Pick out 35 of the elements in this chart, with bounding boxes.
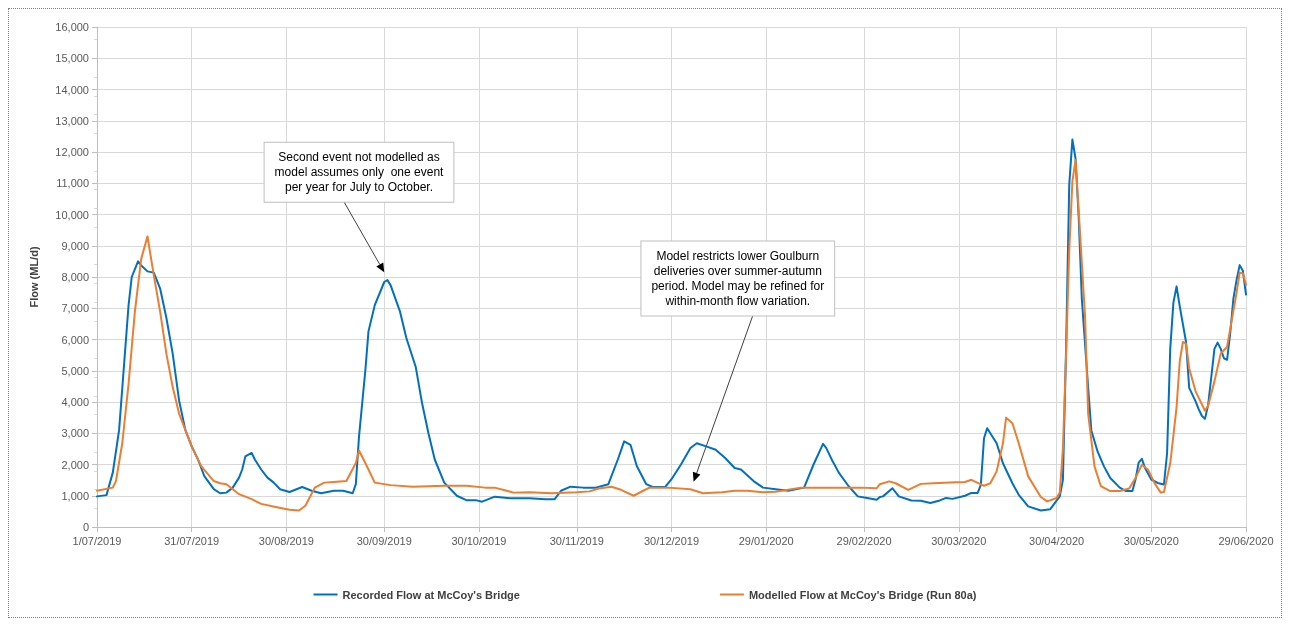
y-tick-label: 12,000 (55, 146, 89, 158)
x-tick-label: 29/01/2020 (738, 534, 794, 547)
y-tick-label: 4,000 (61, 396, 89, 408)
y-tick-label: 10,000 (55, 208, 89, 221)
legend-label: Recorded Flow at McCoy's Bridge (342, 588, 520, 601)
x-tick-label: 29/02/2020 (836, 534, 892, 547)
x-tick-label: 29/06/2020 (1218, 534, 1274, 547)
legend-label: Modelled Flow at McCoy's Bridge (Run 80a) (748, 588, 977, 601)
y-axis-title: Flow (ML/d) (27, 246, 40, 308)
x-tick-label: 30/05/2020 (1123, 534, 1179, 547)
y-tick-label: 15,000 (55, 52, 89, 65)
x-tick-label: 30/08/2019 (258, 534, 314, 547)
x-tick-label: 30/10/2019 (451, 534, 507, 547)
y-tick-label: 13,000 (55, 114, 89, 127)
y-tick-label: 11,000 (56, 177, 89, 190)
y-tick-label: 7,000 (61, 302, 89, 315)
annotation: Model restricts lower Goulburn deliveries over summer-autumn period. Model may be refined for within-month flow variation. (651, 249, 825, 309)
y-tick-label: 9,000 (61, 239, 89, 252)
y-tick-label: 5,000 (61, 364, 89, 377)
y-tick-label: 1,000 (61, 489, 89, 502)
x-tick-label: 30/11/2019 (549, 534, 604, 547)
x-tick-label: 31/07/2019 (164, 534, 220, 547)
y-tick-label: 14,000 (55, 83, 89, 96)
y-tick-label: 6,000 (61, 333, 89, 346)
x-tick-label: 30/04/2020 (1029, 534, 1085, 547)
x-tick-label: 30/12/2019 (643, 534, 700, 547)
y-tick-label: 8,000 (61, 271, 89, 283)
annotation: Second event not modelled as model assumes only one event per year for July to October. (274, 150, 445, 195)
x-tick-label: 1/07/2019 (72, 534, 122, 547)
y-tick-label: 0 (82, 521, 89, 533)
x-tick-label: 30/09/2019 (356, 534, 412, 547)
y-tick-label: 16,000 (55, 21, 89, 33)
x-tick-label: 30/03/2020 (931, 534, 987, 547)
y-tick-label: 2,000 (61, 458, 89, 471)
y-tick-label: 3,000 (61, 427, 89, 440)
